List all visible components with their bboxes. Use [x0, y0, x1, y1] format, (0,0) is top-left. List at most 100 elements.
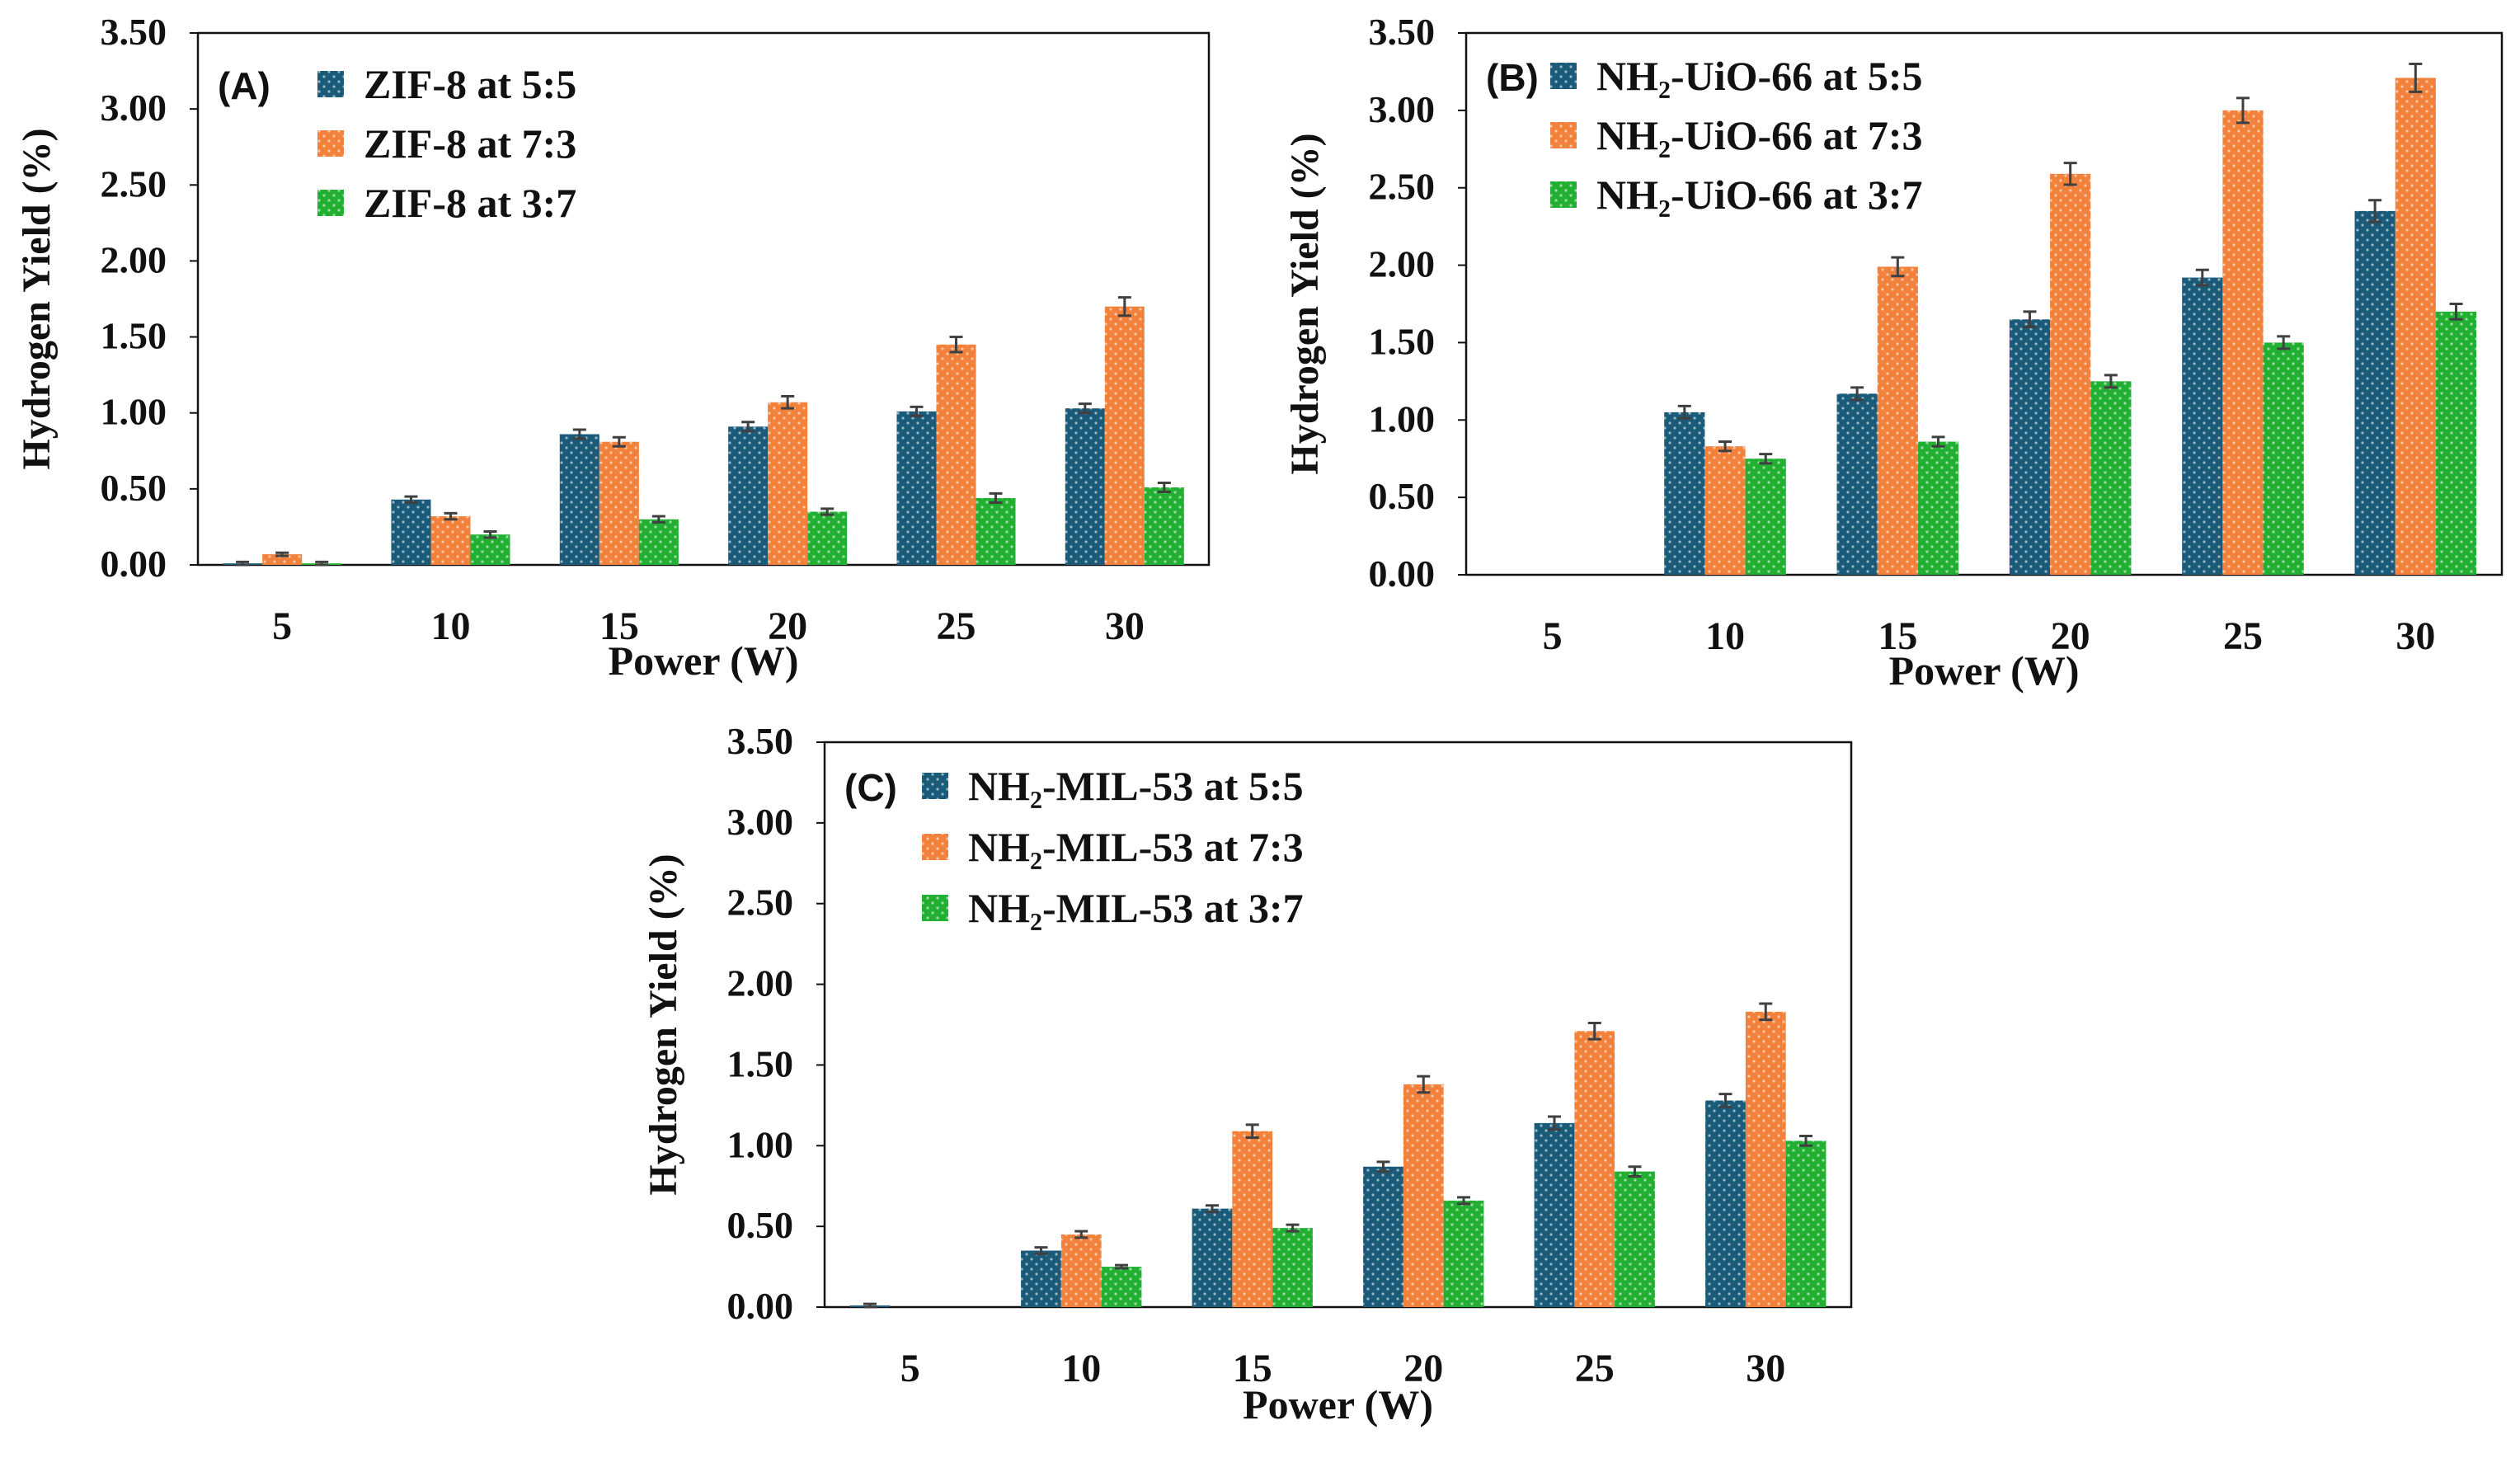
plot-frame — [1465, 31, 2504, 576]
bar — [1745, 1011, 1786, 1307]
y-tick-label: 0.50 — [727, 1204, 794, 1246]
bar — [1363, 1166, 1403, 1307]
bar — [2050, 173, 2091, 575]
bar — [1705, 1100, 1746, 1307]
bar — [1101, 1267, 1142, 1307]
plot-frame — [196, 31, 1211, 567]
bar — [1060, 1234, 1102, 1307]
bar — [2395, 78, 2436, 576]
y-tick-label: 0.00 — [1369, 553, 1436, 595]
bar — [262, 554, 303, 565]
legend-swatch — [1550, 181, 1577, 208]
legend-label: NH₂-UiO-66 at 3:7 — [1596, 172, 1922, 218]
legend-swatch — [922, 834, 948, 860]
x-tick-label: 30 — [2395, 614, 2435, 658]
bar — [2263, 342, 2304, 575]
bar — [1574, 1031, 1615, 1307]
x-tick-label: 10 — [1061, 1347, 1101, 1390]
y-tick-label: 0.50 — [1369, 475, 1436, 517]
y-tick-label: 0.00 — [101, 543, 167, 585]
x-tick-label: 30 — [1105, 604, 1145, 648]
panel-label: (B) — [1486, 56, 1539, 99]
x-axis-label: Power (W) — [609, 637, 799, 684]
bar — [1192, 1208, 1233, 1307]
y-tick-label: 1.00 — [1369, 397, 1436, 440]
x-tick-label: 10 — [431, 604, 471, 648]
bar — [599, 441, 639, 565]
y-tick-label: 2.50 — [727, 882, 794, 924]
legend-label: NH₂-MIL-53 at 7:3 — [968, 824, 1304, 870]
y-tick-label: 1.50 — [727, 1042, 794, 1084]
y-axis-label: Hydrogen Yield (%) — [1283, 133, 1327, 474]
x-tick-label: 20 — [1403, 1347, 1443, 1390]
x-tick-label: 20 — [2051, 614, 2090, 658]
bar — [976, 497, 1016, 565]
y-tick-label: 0.00 — [727, 1285, 794, 1327]
bar — [1232, 1131, 1273, 1307]
bar — [1615, 1171, 1655, 1307]
plot-frame — [823, 741, 1853, 1309]
bar — [728, 426, 769, 565]
legend-swatch — [1550, 63, 1577, 89]
y-axis-label: Hydrogen Yield (%) — [15, 128, 59, 469]
y-tick-label: 1.00 — [727, 1123, 794, 1165]
chart-panel-a: 0.00 0.50 1.00 1.50 2.00 2.50 3.00 3.50 Hydrogen… — [15, 11, 1211, 684]
bar — [1745, 459, 1786, 575]
bar — [1917, 441, 1959, 575]
legend-swatch — [1550, 122, 1577, 148]
panel-label: (C) — [844, 766, 897, 809]
bar — [896, 411, 937, 565]
x-tick-label: 10 — [1705, 614, 1745, 658]
legend-label: NH₂-MIL-53 at 5:5 — [968, 763, 1304, 809]
bar — [1104, 306, 1145, 565]
bar — [391, 499, 431, 565]
y-tick-label: 2.00 — [101, 238, 167, 280]
y-tick-label: 1.50 — [1369, 320, 1436, 362]
y-tick-label: 0.50 — [101, 467, 167, 509]
y-tick-label: 3.00 — [101, 87, 167, 129]
bar — [2090, 381, 2132, 575]
chart-panel-b: 0.00 0.50 1.00 1.50 2.00 2.50 3.00 3.50 Hydrogen… — [1283, 11, 2504, 694]
bar — [1144, 487, 1184, 565]
bar — [1877, 266, 1918, 575]
legend-label: NH₂-UiO-66 at 5:5 — [1596, 53, 1922, 99]
legend-swatch — [317, 130, 344, 157]
bar — [1836, 393, 1878, 575]
y-tick-label: 2.50 — [101, 162, 167, 205]
x-axis-label: Power (W) — [1889, 647, 2080, 694]
bar — [638, 519, 679, 565]
bar — [1443, 1200, 1484, 1307]
bar — [559, 434, 599, 565]
y-tick-label: 3.50 — [101, 11, 167, 53]
bar — [768, 402, 808, 565]
legend-label: NH₂-MIL-53 at 3:7 — [968, 885, 1304, 931]
legend-label: ZIF-8 at 7:3 — [364, 120, 576, 167]
bar — [2354, 210, 2395, 575]
x-axis-label: Power (W) — [1243, 1381, 1433, 1427]
legend-swatch — [317, 71, 344, 97]
bar — [1704, 446, 1746, 575]
legend-label: NH₂-UiO-66 at 7:3 — [1596, 112, 1922, 158]
panel-label: (A) — [218, 64, 270, 107]
x-tick-label: 25 — [2223, 614, 2263, 658]
bar — [2009, 319, 2051, 575]
y-axis-label: Hydrogen Yield (%) — [642, 854, 685, 1195]
bar — [2435, 311, 2477, 575]
y-tick-label: 3.50 — [1369, 11, 1436, 53]
x-tick-label: 5 — [272, 604, 292, 648]
bar — [807, 511, 848, 565]
bar — [1272, 1228, 1313, 1307]
y-tick-label: 2.00 — [1369, 243, 1436, 285]
bar — [430, 516, 471, 565]
y-tick-label: 3.00 — [727, 801, 794, 843]
bar — [470, 534, 510, 565]
bar — [1403, 1084, 1444, 1307]
x-tick-label: 5 — [900, 1347, 920, 1390]
bar — [1664, 412, 1705, 575]
x-tick-label: 25 — [1575, 1347, 1615, 1390]
y-tick-label: 3.00 — [1369, 88, 1436, 130]
y-tick-label: 2.50 — [1369, 166, 1436, 208]
bar — [1021, 1250, 1061, 1307]
x-tick-label: 15 — [1233, 1347, 1272, 1390]
